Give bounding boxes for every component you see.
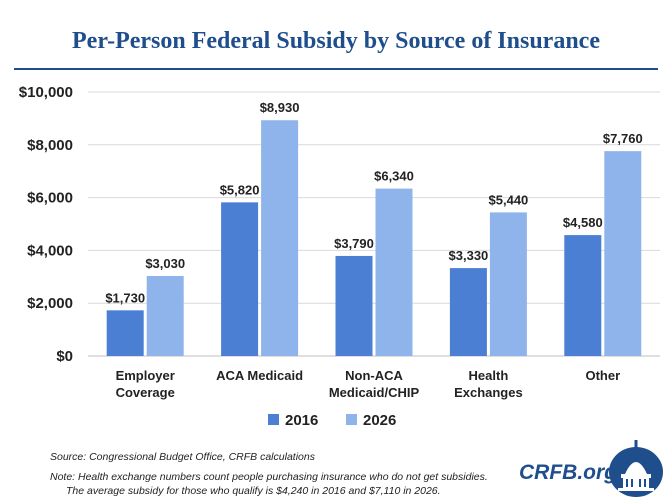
bar-2016-4 xyxy=(564,235,602,356)
x-tick-label: Health xyxy=(469,368,509,383)
chart-title: Per-Person Federal Subsidy by Source of … xyxy=(72,28,600,54)
x-tick-label: Exchanges xyxy=(454,385,523,400)
bar-2026-4 xyxy=(604,151,642,356)
legend-label-2026: 2026 xyxy=(363,412,396,429)
legend-swatch-2026 xyxy=(346,414,357,425)
data-label: $7,760 xyxy=(603,131,643,146)
y-tick-label: $6,000 xyxy=(27,190,73,207)
crfb-logo-text[interactable]: CRFB.org xyxy=(519,461,617,484)
source-note: Source: Congressional Budget Office, CRF… xyxy=(50,451,315,463)
data-label: $6,340 xyxy=(374,169,414,184)
bar-2026-0 xyxy=(146,276,184,356)
bar-2026-3 xyxy=(489,212,527,356)
y-tick-label: $0 xyxy=(56,348,73,365)
bar-2016-0 xyxy=(106,310,144,356)
bar-2026-2 xyxy=(375,188,413,356)
y-tick-label: $8,000 xyxy=(27,137,73,154)
y-tick-label: $10,000 xyxy=(19,84,73,101)
x-tick-label: Employer xyxy=(116,368,175,383)
x-tick-label: Medicaid/CHIP xyxy=(329,385,420,400)
x-tick-label: Other xyxy=(585,368,620,383)
bar-2026-1 xyxy=(261,120,299,356)
bar-2016-1 xyxy=(221,202,259,356)
bar-chart: $0 $2,000 $4,000 $6,000 $8,000 $10,000 $1,730 $… xyxy=(19,84,660,429)
footnote-line-2: The average subsidy for those who qualif… xyxy=(66,485,441,497)
data-label: $4,580 xyxy=(563,215,603,230)
data-label: $8,930 xyxy=(260,100,300,115)
y-tick-label: $2,000 xyxy=(27,295,73,312)
bar-2016-2 xyxy=(335,255,373,356)
data-label: $3,790 xyxy=(334,236,374,251)
capitol-dome-icon xyxy=(609,440,663,497)
x-tick-label: Coverage xyxy=(116,385,175,400)
data-label: $5,440 xyxy=(489,192,529,207)
bar-2016-3 xyxy=(449,268,487,356)
title-divider xyxy=(14,68,658,70)
data-label: $3,030 xyxy=(145,256,185,271)
x-tick-label: Non-ACA xyxy=(345,368,403,383)
legend-label-2016: 2016 xyxy=(285,412,318,429)
legend-swatch-2016 xyxy=(268,414,279,425)
footnote-line-1: Note: Health exchange numbers count peop… xyxy=(50,471,488,483)
data-label: $1,730 xyxy=(105,290,145,305)
y-tick-label: $4,000 xyxy=(27,242,73,259)
x-tick-label: ACA Medicaid xyxy=(216,368,303,383)
data-label: $3,330 xyxy=(449,248,489,263)
data-label: $5,820 xyxy=(220,182,260,197)
